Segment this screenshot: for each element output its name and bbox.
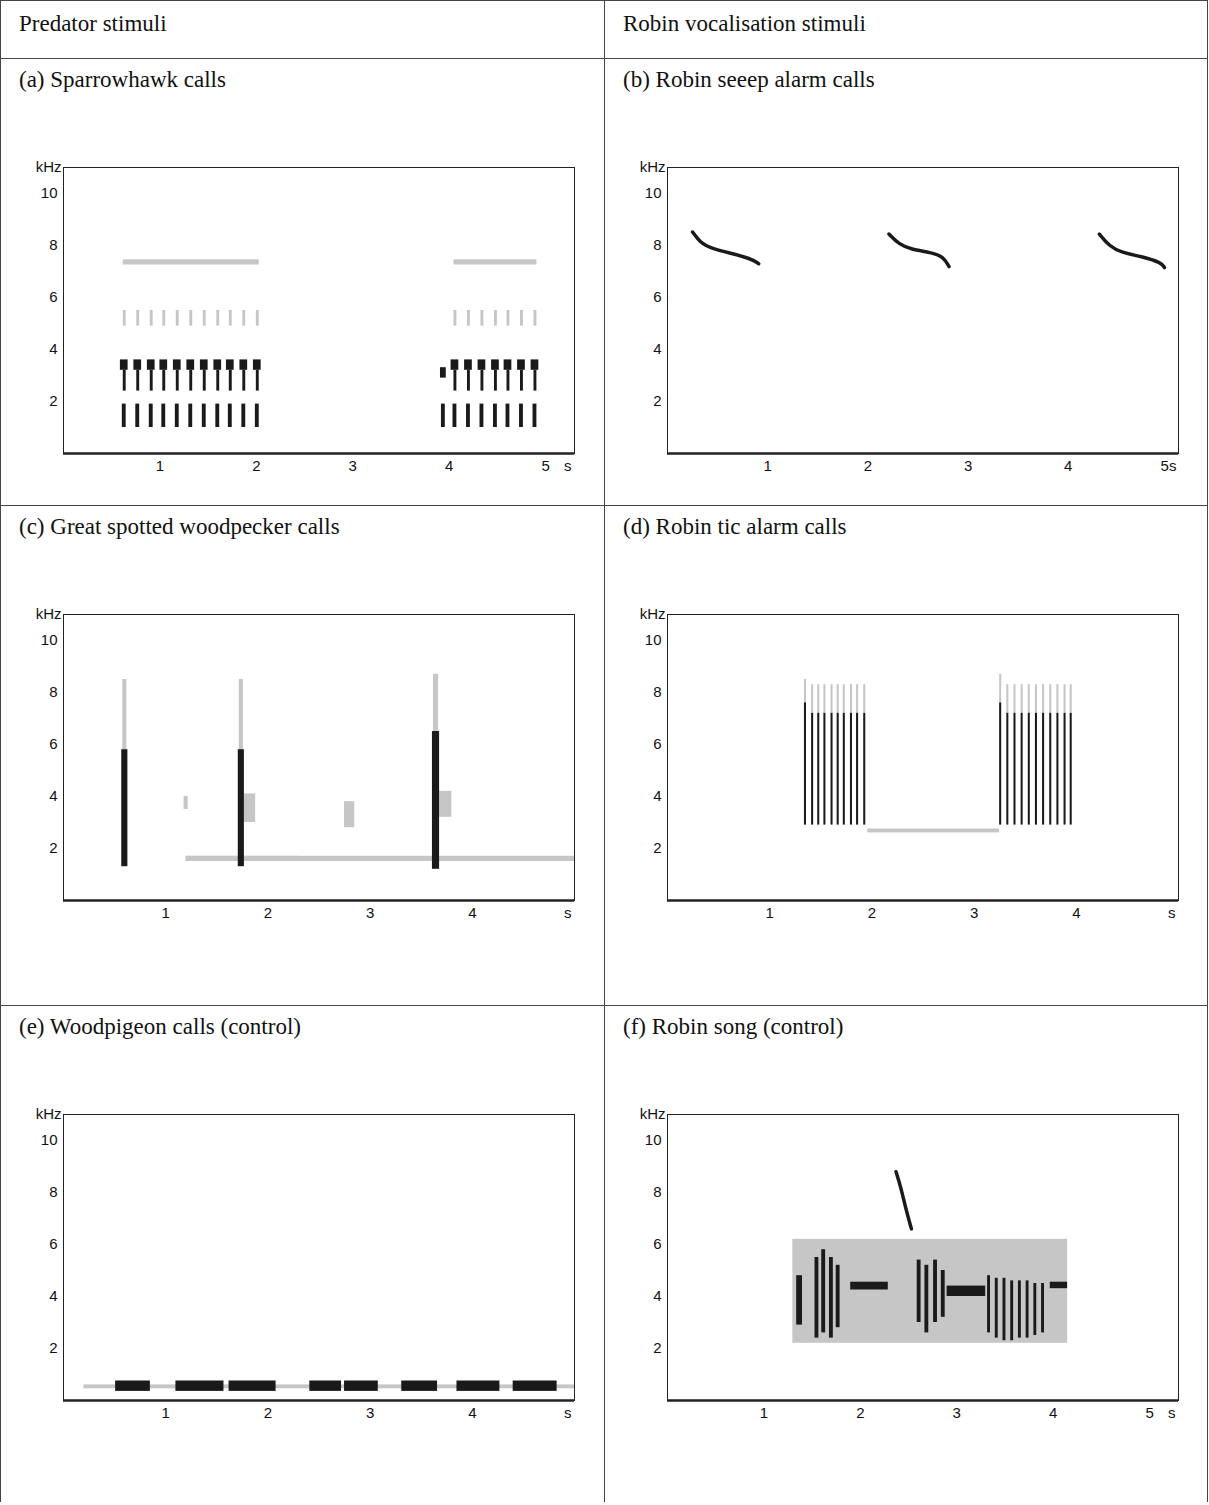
svg-text:4: 4 — [445, 457, 453, 474]
svg-text:2: 2 — [868, 904, 876, 921]
svg-text:kHz: kHz — [36, 605, 62, 622]
svg-text:10: 10 — [645, 1131, 662, 1148]
svg-text:8: 8 — [653, 1183, 661, 1200]
svg-text:s: s — [564, 457, 572, 474]
svg-text:kHz: kHz — [36, 1105, 62, 1122]
svg-text:4: 4 — [1064, 457, 1072, 474]
svg-text:4: 4 — [653, 340, 661, 357]
svg-text:10: 10 — [41, 1131, 58, 1148]
html-text:(b) Robin seeep alarm calls: (b) Robin seeep alarm calls — [623, 67, 875, 92]
svg-text:s: s — [564, 1404, 572, 1421]
html-text:Robin vocalisation stimuli: Robin vocalisation stimuli — [623, 11, 866, 36]
svg-text:1: 1 — [760, 1404, 768, 1421]
svg-text:6: 6 — [653, 288, 661, 305]
svg-text:1: 1 — [162, 1404, 170, 1421]
svg-text:4: 4 — [468, 904, 476, 921]
svg-text:3: 3 — [366, 904, 374, 921]
svg-text:6: 6 — [49, 1235, 57, 1252]
svg-text:2: 2 — [252, 457, 260, 474]
html-text:(f) Robin song (control): (f) Robin song (control) — [623, 1014, 844, 1039]
svg-text:8: 8 — [653, 683, 661, 700]
svg-text:4: 4 — [1049, 1404, 1057, 1421]
svg-text:8: 8 — [49, 1183, 57, 1200]
svg-text:8: 8 — [49, 236, 57, 253]
svg-text:5s: 5s — [1161, 457, 1177, 474]
html-text:(a) Sparrowhawk calls: (a) Sparrowhawk calls — [19, 67, 226, 92]
svg-text:s: s — [564, 904, 572, 921]
svg-text:6: 6 — [49, 735, 57, 752]
svg-text:3: 3 — [953, 1404, 961, 1421]
svg-text:4: 4 — [49, 340, 57, 357]
html-text:Predator stimuli: Predator stimuli — [19, 11, 167, 36]
svg-text:4: 4 — [653, 787, 661, 804]
svg-text:6: 6 — [653, 735, 661, 752]
svg-text:10: 10 — [41, 631, 58, 648]
svg-text:1: 1 — [766, 904, 774, 921]
svg-text:2: 2 — [49, 392, 57, 409]
svg-text:10: 10 — [645, 184, 662, 201]
svg-text:6: 6 — [49, 288, 57, 305]
svg-text:kHz: kHz — [640, 605, 666, 622]
svg-text:2: 2 — [653, 392, 661, 409]
svg-text:4: 4 — [1072, 904, 1080, 921]
svg-text:8: 8 — [49, 683, 57, 700]
svg-text:3: 3 — [366, 1404, 374, 1421]
svg-text:8: 8 — [653, 236, 661, 253]
svg-text:2: 2 — [653, 1339, 661, 1356]
svg-text:kHz: kHz — [36, 158, 62, 175]
svg-text:4: 4 — [49, 1287, 57, 1304]
svg-text:1: 1 — [764, 457, 772, 474]
svg-text:1: 1 — [156, 457, 164, 474]
svg-text:10: 10 — [41, 184, 58, 201]
svg-text:2: 2 — [653, 839, 661, 856]
svg-text:4: 4 — [653, 1287, 661, 1304]
html-text:(c) Great spotted woodpecker c: (c) Great spotted woodpecker calls — [19, 514, 340, 539]
svg-text:1: 1 — [162, 904, 170, 921]
svg-text:5: 5 — [1145, 1404, 1153, 1421]
svg-text:kHz: kHz — [640, 158, 666, 175]
svg-text:s: s — [1168, 1404, 1176, 1421]
svg-text:2: 2 — [49, 1339, 57, 1356]
svg-text:3: 3 — [349, 457, 357, 474]
svg-text:2: 2 — [864, 457, 872, 474]
html-text:(d) Robin tic alarm calls: (d) Robin tic alarm calls — [623, 514, 847, 539]
svg-text:5: 5 — [541, 457, 549, 474]
svg-text:2: 2 — [49, 839, 57, 856]
html-text:(e) Woodpigeon calls (control): (e) Woodpigeon calls (control) — [19, 1014, 301, 1039]
svg-text:2: 2 — [264, 904, 272, 921]
svg-text:s: s — [1168, 904, 1176, 921]
svg-text:kHz: kHz — [640, 1105, 666, 1122]
svg-text:4: 4 — [49, 787, 57, 804]
svg-text:3: 3 — [970, 904, 978, 921]
svg-text:10: 10 — [645, 631, 662, 648]
svg-text:4: 4 — [468, 1404, 476, 1421]
svg-text:6: 6 — [653, 1235, 661, 1252]
svg-text:2: 2 — [264, 1404, 272, 1421]
svg-text:3: 3 — [964, 457, 972, 474]
svg-text:2: 2 — [856, 1404, 864, 1421]
